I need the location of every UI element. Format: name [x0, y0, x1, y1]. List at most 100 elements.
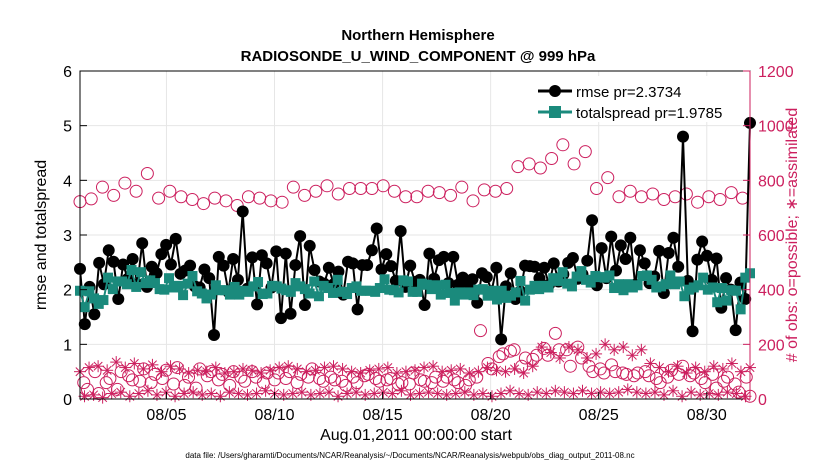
asterisk-stroke — [116, 387, 126, 397]
assimilated-obs-marker — [255, 367, 268, 380]
asterisk-stroke — [654, 363, 665, 373]
x-tick-label: 08/05 — [146, 407, 186, 424]
possible-obs-marker — [694, 372, 708, 385]
asterisk-stroke — [378, 387, 388, 397]
assimilated-obs-marker — [418, 361, 431, 374]
rmse-marker — [394, 225, 407, 238]
rmse-marker — [298, 298, 311, 311]
asterisk-stroke — [645, 358, 655, 369]
assimilated-obs-marker — [132, 387, 145, 400]
asterisk-stroke — [541, 388, 551, 399]
asterisk-stroke — [587, 388, 597, 399]
totalspread-marker — [604, 270, 615, 281]
possible-obs-marker — [268, 373, 282, 387]
asterisk-stroke — [179, 388, 189, 399]
assimilated-obs-marker — [549, 384, 562, 397]
asterisk-stroke — [559, 387, 569, 397]
y-tick-label: 5 — [63, 119, 72, 136]
possible-obs-marker — [605, 358, 619, 372]
assimilated-obs-marker — [716, 362, 729, 375]
assimilated-obs-marker — [639, 387, 652, 400]
asterisk-stroke — [727, 358, 737, 369]
possible-obs-marker — [586, 365, 600, 379]
totalspread-marker — [262, 288, 273, 299]
asterisk-stroke — [663, 367, 674, 377]
possible-obs-marker — [593, 362, 607, 376]
assimilated-obs-marker — [363, 364, 376, 377]
possible-obs-marker — [721, 370, 735, 384]
assimilated-obs-marker — [685, 386, 698, 399]
asterisk-stroke — [238, 364, 248, 374]
asterisk-stroke — [188, 387, 198, 397]
possible-obs-marker — [167, 377, 181, 391]
asterisk-stroke — [691, 363, 701, 373]
rmse-marker — [155, 248, 168, 261]
asterisk-stroke — [129, 358, 139, 369]
asterisk-stroke — [437, 367, 447, 377]
asterisk-stroke — [197, 390, 207, 400]
assimilated-obs-marker — [481, 361, 494, 374]
assimilated-obs-marker — [119, 361, 132, 374]
y2-tick-label: 200 — [758, 337, 785, 354]
asterisk-stroke — [310, 365, 320, 375]
asterisk-stroke — [297, 387, 307, 397]
assimilated-obs-marker — [662, 365, 675, 378]
rmse-marker — [284, 307, 297, 320]
possible-obs-marker — [286, 180, 300, 194]
possible-obs-marker — [724, 186, 738, 200]
assimilated-obs-marker — [440, 388, 453, 401]
asterisk-stroke — [722, 387, 732, 397]
totalspread-marker — [566, 281, 577, 292]
assimilated-obs-marker — [621, 383, 634, 396]
assimilated-obs-marker — [526, 360, 539, 373]
possible-obs-marker — [114, 365, 128, 379]
asterisk-stroke — [546, 347, 556, 358]
asterisk-stroke — [220, 368, 230, 378]
assimilated-obs-marker — [282, 360, 295, 373]
assimilated-obs-marker — [200, 365, 213, 378]
rmse-marker — [423, 247, 436, 260]
possible-obs-marker — [189, 381, 203, 395]
possible-obs-marker — [556, 138, 570, 152]
assimilated-obs-marker — [490, 364, 503, 377]
assimilated-obs-marker — [141, 384, 154, 397]
asterisk-stroke — [306, 390, 316, 400]
possible-obs-marker — [399, 190, 413, 204]
chart-title: Northern Hemisphere — [341, 27, 494, 44]
asterisk-stroke — [252, 388, 262, 399]
assimilated-obs-marker — [164, 360, 177, 373]
possible-obs-marker — [275, 195, 289, 209]
totalspread-marker — [632, 280, 643, 291]
totalspread-marker — [374, 283, 385, 294]
assimilated-obs-marker — [372, 362, 385, 375]
possible-obs-marker — [522, 157, 536, 171]
rmse-marker — [385, 260, 398, 273]
possible-obs-marker — [470, 370, 484, 384]
possible-obs-marker — [118, 176, 132, 190]
asterisk-stroke — [591, 349, 601, 359]
possible-obs-marker — [95, 180, 109, 194]
assimilated-obs-marker — [599, 338, 612, 351]
totalspread-marker — [571, 271, 582, 282]
totalspread-marker — [173, 280, 184, 291]
possible-obs-marker — [597, 366, 611, 380]
y2-axis-label: # of obs: o=possible; ∗=assimilated — [784, 108, 801, 362]
asterisk-stroke — [510, 364, 520, 374]
totalspread-marker — [328, 287, 339, 298]
totalspread-marker — [477, 284, 488, 295]
asterisk-stroke — [261, 386, 271, 396]
assimilated-obs-marker — [409, 364, 421, 377]
possible-obs-marker — [492, 350, 506, 364]
possible-obs-marker — [612, 190, 626, 204]
y2-tick-label: 600 — [758, 228, 785, 245]
rmse-marker — [638, 257, 651, 270]
asterisk-stroke — [206, 388, 216, 399]
assimilated-obs-marker — [707, 360, 720, 373]
totalspread-marker — [121, 279, 132, 290]
asterisk-stroke — [365, 365, 375, 375]
assimilated-obs-marker — [295, 386, 308, 399]
assimilated-obs-marker — [395, 384, 408, 397]
rmse-marker — [490, 261, 503, 274]
asterisk-stroke — [424, 387, 434, 397]
asterisk-stroke — [673, 361, 683, 371]
